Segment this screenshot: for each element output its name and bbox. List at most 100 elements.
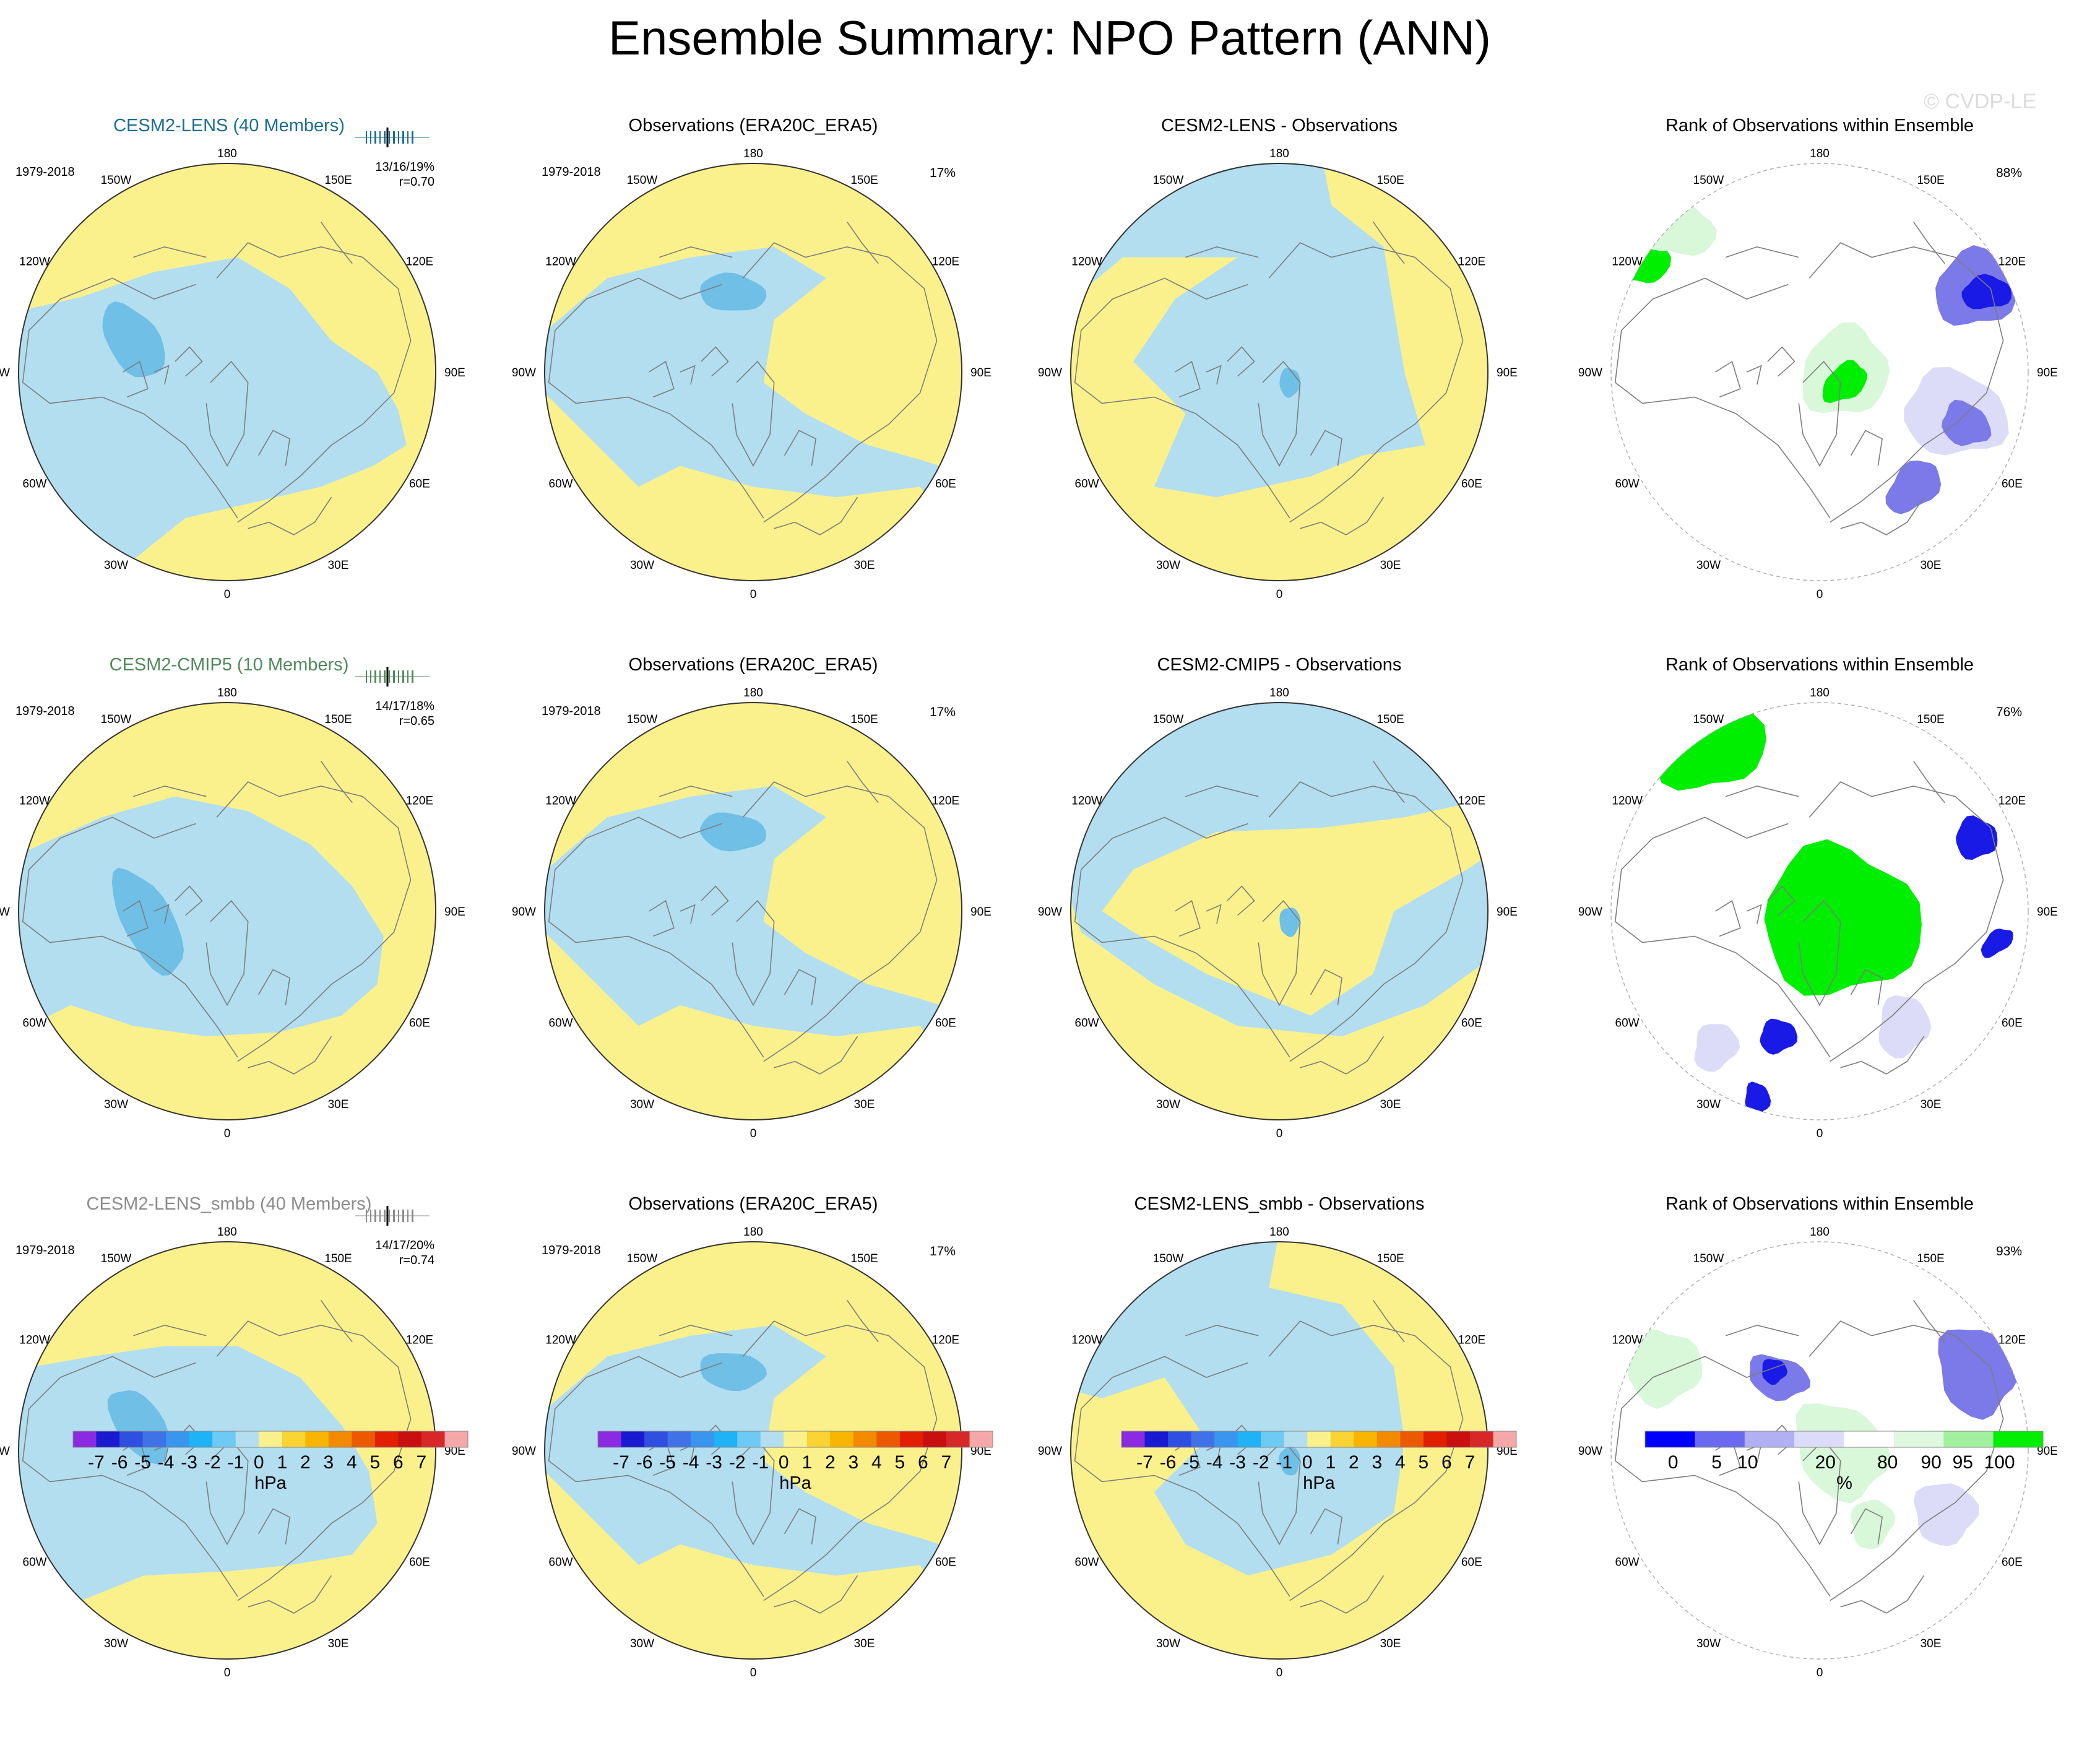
colorbar-swatch	[1893, 1431, 1944, 1447]
coastline	[1258, 360, 1301, 467]
lon-label: 150E	[1917, 174, 1944, 187]
lon-label: 150E	[324, 713, 352, 726]
map-panel-r3-c1: 180 150E 120E 90E 60E 30E 0 30W 60W 90W 120W 150W CE…	[0, 1194, 465, 1679]
map-boundary	[1070, 702, 1489, 1120]
coastline	[847, 221, 879, 264]
map-fill	[1071, 163, 1488, 581]
period-label: 1979-2018	[15, 704, 75, 718]
lon-label: 90W	[1578, 906, 1602, 919]
coastline	[257, 430, 290, 466]
rank-region	[1764, 839, 1922, 996]
colorbar-tick: -5	[1183, 1452, 1199, 1473]
coastline	[784, 1508, 816, 1544]
colorbar-hpa: -7 -6 -5 -4 -3 -2 -1 0 1 2 3 4 5 6 7 hPa	[1121, 1431, 1517, 1493]
colorbar-swatch	[1993, 1431, 2044, 1447]
lon-label: 150E	[850, 713, 878, 726]
coastline	[742, 242, 938, 523]
coastline	[847, 1299, 879, 1343]
colorbar-tick: -1	[227, 1452, 244, 1473]
coastline	[1808, 242, 2004, 523]
colorbar-swatch	[259, 1431, 283, 1447]
strong-negative-region	[699, 812, 767, 852]
colorbar-swatch	[166, 1431, 190, 1447]
coastline	[774, 1036, 858, 1075]
coastline	[1614, 1356, 1831, 1597]
lon-label: 120E	[1458, 256, 1485, 269]
colorbar-swatch	[328, 1431, 352, 1447]
coastline	[1175, 360, 1201, 398]
coastline	[22, 277, 238, 519]
map-boundary	[1610, 163, 2029, 581]
lon-label: 180	[743, 687, 763, 700]
coastline	[1913, 221, 1945, 264]
strong-negative-region	[102, 301, 165, 378]
rank-region	[1938, 1329, 2020, 1420]
colorbar-tick: 100	[1984, 1452, 2015, 1473]
map-boundary	[18, 1241, 436, 1660]
colorbar-tick: 95	[1953, 1452, 1973, 1473]
coastline	[248, 1036, 332, 1075]
map-fill	[19, 703, 436, 1120]
lon-label: 150E	[1917, 713, 1944, 726]
lon-label: 90W	[1578, 366, 1602, 379]
lon-label: 60E	[409, 1017, 430, 1030]
negative-region	[545, 246, 962, 560]
coastline	[701, 346, 729, 377]
lon-label: 30W	[1156, 559, 1180, 572]
coastline	[175, 346, 203, 377]
lon-label: 120W	[1071, 256, 1102, 269]
coastline	[548, 817, 764, 1058]
coastline	[320, 760, 353, 804]
coastline	[1614, 277, 1831, 519]
coastline	[659, 1324, 733, 1336]
lon-label: 30E	[1921, 559, 1942, 572]
coastline	[1268, 242, 1464, 523]
map-panel-r2-c4: 180 150E 120E 90E 60E 30E 0 30W 60W 90W 120W 150W Ra…	[1578, 655, 2058, 1140]
rank-region	[1885, 461, 1942, 514]
colorbar-tick: 6	[393, 1452, 404, 1473]
coastline	[1726, 785, 1799, 797]
map-panel-r3-c3: 180 150E 120E 90E 60E 30E 0 30W 60W 90W 120W 150W CE…	[1038, 1194, 1518, 1679]
colorbar-swatch	[760, 1431, 784, 1447]
coastline	[1175, 899, 1201, 937]
lon-label: 150W	[627, 174, 658, 187]
coastline	[1746, 365, 1762, 385]
map-panel-r1-c2: 180 150E 120E 90E 60E 30E 0 30W 60W 90W 120W 150W Ob…	[512, 116, 992, 601]
lon-label: 0	[224, 588, 231, 601]
coastline	[1185, 246, 1259, 258]
colorbar-tick: 4	[1395, 1452, 1406, 1473]
lon-label: 60E	[1461, 1017, 1482, 1030]
panel-title: Observations (ERA20C_ERA5)	[629, 116, 878, 136]
map-panel-r1-c4: 180 150E 120E 90E 60E 30E 0 30W 60W 90W 120W 150W Ra…	[1578, 116, 2058, 601]
map-fill	[1611, 163, 2028, 581]
colorbar-tick: 3	[1372, 1452, 1382, 1473]
lon-label: 60W	[1075, 1556, 1099, 1569]
colorbar-tick: -7	[613, 1452, 629, 1473]
lon-label: 0	[1276, 1127, 1283, 1140]
coastline	[1185, 1324, 1259, 1336]
coastline	[1206, 904, 1222, 924]
coastline	[1310, 1508, 1342, 1544]
lon-label: 150W	[627, 713, 658, 726]
colorbar-swatch	[899, 1431, 923, 1447]
colorbar-swatch	[398, 1431, 422, 1447]
colorbar-tick: -2	[729, 1452, 746, 1473]
lon-label: 30W	[1696, 1637, 1721, 1650]
colorbar-tick: -5	[659, 1452, 676, 1473]
lon-label: 180	[743, 1226, 763, 1239]
lon-label: 120E	[1998, 795, 2026, 808]
colorbar-tick: 2	[300, 1452, 311, 1473]
map-fill	[19, 163, 436, 581]
panel-title: Rank of Observations within Ensemble	[1666, 655, 1974, 675]
lon-label: 90E	[2037, 1445, 2058, 1458]
colorbar-tick: -2	[1253, 1452, 1269, 1473]
lon-label: 180	[217, 147, 237, 160]
coastline	[1726, 1324, 1799, 1336]
panel-grid: 180150E120E90E60E30E030W60W90W120W150WCE…	[0, 116, 2058, 1679]
coastline	[1798, 360, 1841, 467]
colorbar-swatch	[691, 1431, 715, 1447]
lon-label: 30E	[854, 559, 875, 572]
colorbar-swatch	[1237, 1431, 1261, 1447]
map-boundary	[18, 702, 436, 1120]
area-percent: 93%	[1996, 1244, 2022, 1258]
